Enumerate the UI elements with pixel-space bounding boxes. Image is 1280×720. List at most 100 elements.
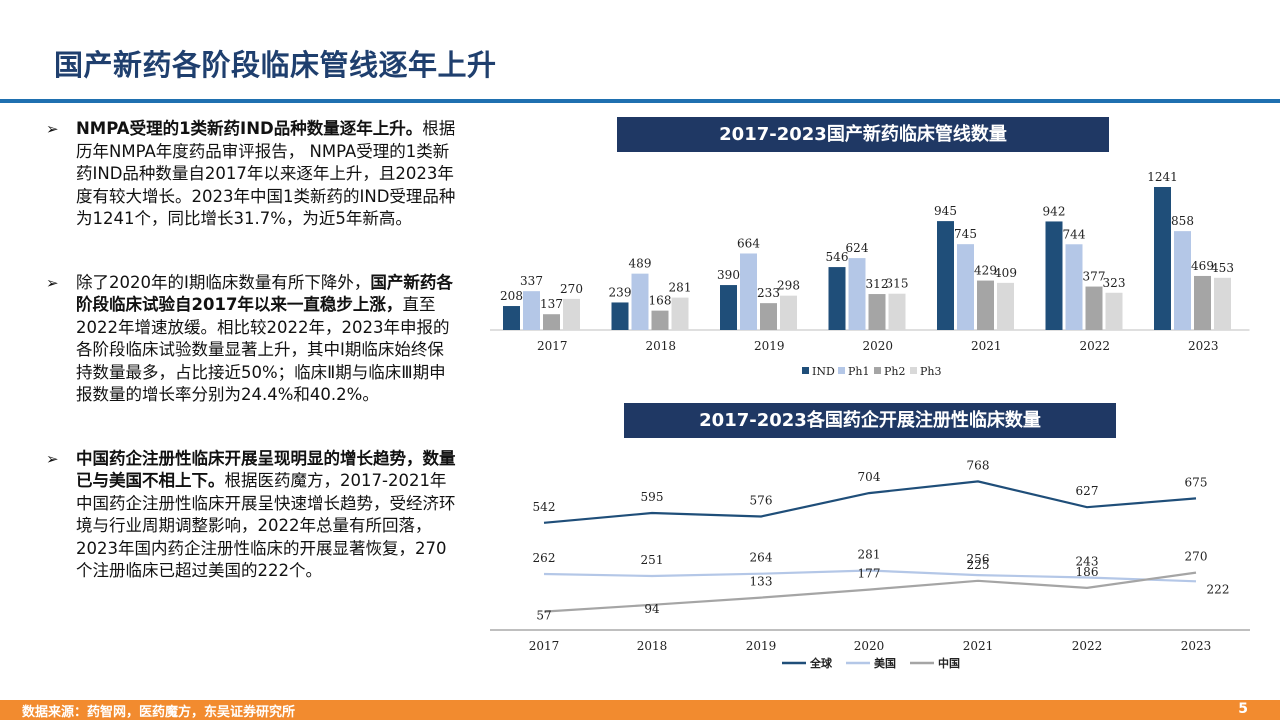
x-tick-label-2018: 2018 — [645, 339, 676, 353]
legend-label-IND: IND — [812, 365, 835, 378]
data-label-Ph3-2023: 453 — [1211, 261, 1234, 275]
bar-IND-2020 — [828, 267, 846, 330]
data-label-IND-2017: 208 — [500, 289, 523, 303]
bar-IND-2023 — [1154, 187, 1171, 330]
footer-source: 数据来源：药智网，医药魔方，东吴证券研究所 — [22, 705, 296, 720]
x-tick-label-2021: 2021 — [963, 639, 994, 653]
data-label-Ph3-2017: 270 — [560, 282, 583, 296]
bar-Ph3-2023 — [1214, 277, 1231, 330]
legend-label-Ph3: Ph3 — [920, 365, 941, 378]
data-label-Ph2-2018: 168 — [649, 294, 672, 308]
data-label-中国-2019: 133 — [750, 575, 773, 589]
data-label-Ph1-2019: 664 — [737, 236, 760, 250]
data-label-Ph2-2019: 233 — [757, 286, 780, 300]
bullet-item-3: ➢ 中国药企注册性临床开展呈现明显的增长趋势，数量已与美国不相上下。根据医药魔方… — [46, 448, 456, 583]
bar-Ph3-2021 — [997, 282, 1014, 330]
data-label-Ph1-2018: 489 — [629, 257, 652, 271]
data-label-Ph3-2018: 281 — [669, 281, 692, 295]
x-tick-label-2019: 2019 — [746, 639, 777, 653]
bar-Ph1-2022 — [1065, 244, 1083, 330]
bullet-1-text: 根据历年NMPA年度药品审评报告， NMPA受理的1类新药IND品种数量自201… — [76, 119, 456, 228]
bar-Ph2-2021 — [977, 280, 994, 330]
footer-bar: 数据来源：药智网，医药魔方，东吴证券研究所 5 — [0, 700, 1280, 720]
data-label-中国-2021: 225 — [967, 558, 990, 572]
bullet-3-text: 根据医药魔方，2017-2021年中国药企注册性临床开展呈快速增长趋势，受经济环… — [76, 471, 456, 580]
legend-label-Ph2: Ph2 — [884, 365, 905, 378]
bar-Ph1-2017 — [523, 291, 540, 330]
x-tick-label-2020: 2020 — [862, 339, 893, 353]
data-label-IND-2020: 546 — [826, 250, 849, 264]
data-label-美国-2020: 281 — [858, 548, 881, 562]
arrow-icon: ➢ — [46, 273, 59, 292]
bar-IND-2017 — [503, 306, 520, 330]
data-label-全球-2018: 595 — [641, 490, 664, 504]
data-label-Ph1-2023: 858 — [1171, 214, 1194, 228]
page-title: 国产新药各阶段临床管线逐年上升 — [54, 48, 497, 82]
x-tick-label-2023: 2023 — [1181, 639, 1212, 653]
data-label-中国-2022: 186 — [1076, 565, 1099, 579]
bullet-2-text: 除了2020年的Ⅰ期临床数量有所下降外， — [76, 272, 371, 292]
data-label-Ph2-2021: 429 — [974, 264, 997, 278]
line-series-美国 — [543, 569, 1197, 583]
x-tick-label-2018: 2018 — [637, 639, 668, 653]
data-label-Ph2-2022: 377 — [1083, 270, 1106, 284]
bar-Ph1-2019 — [740, 253, 757, 330]
legend-swatch-Ph2 — [874, 367, 881, 374]
x-tick-label-2022: 2022 — [1072, 639, 1103, 653]
bar-IND-2019 — [720, 285, 737, 330]
data-label-全球-2019: 576 — [750, 494, 773, 508]
line-series-中国 — [543, 571, 1197, 613]
title-divider — [0, 99, 1280, 103]
data-label-中国-2017: 57 — [536, 609, 551, 623]
data-label-Ph3-2020: 315 — [886, 277, 909, 291]
data-label-中国-2023: 270 — [1185, 550, 1208, 564]
bar-Ph1-2020 — [848, 258, 866, 330]
data-label-IND-2019: 390 — [717, 268, 740, 282]
data-label-Ph3-2019: 298 — [777, 279, 800, 293]
data-label-Ph3-2022: 323 — [1103, 276, 1126, 290]
bullet-list: ➢ NMPA受理的1类新药IND品种数量逐年上升。根据历年NMPA年度药品审评报… — [46, 118, 456, 624]
data-label-中国-2018: 94 — [644, 602, 660, 616]
legend-label-美国: 美国 — [874, 656, 896, 670]
legend-label-中国: 中国 — [938, 656, 960, 670]
bar-Ph2-2023 — [1194, 275, 1211, 330]
x-tick-label-2017: 2017 — [537, 339, 568, 353]
x-tick-label-2019: 2019 — [754, 339, 785, 353]
data-label-美国-2019: 264 — [750, 551, 773, 565]
legend-swatch-Ph3 — [910, 367, 917, 374]
data-label-Ph3-2021: 409 — [994, 266, 1017, 280]
bullet-1-heading: NMPA受理的1类新药IND品种数量逐年上升。 — [76, 119, 423, 138]
data-label-美国-2021: 256 — [967, 552, 990, 566]
bar-chart-title: 2017-2023国产新药临床管线数量 — [617, 117, 1109, 152]
x-tick-label-2017: 2017 — [529, 639, 560, 653]
bar-IND-2018 — [611, 302, 629, 330]
bar-IND-2021 — [937, 221, 954, 330]
data-label-Ph2-2017: 137 — [540, 297, 563, 311]
bar-IND-2022 — [1045, 221, 1063, 330]
data-label-全球-2017: 542 — [533, 500, 556, 514]
data-label-Ph1-2020: 624 — [846, 241, 869, 255]
bar-Ph3-2020 — [888, 293, 906, 330]
bar-Ph3-2017 — [563, 298, 580, 330]
data-label-全球-2022: 627 — [1076, 484, 1099, 498]
page-number: 5 — [1238, 701, 1248, 717]
data-label-美国-2018: 251 — [641, 553, 664, 567]
data-label-Ph1-2017: 337 — [520, 274, 543, 288]
bar-Ph2-2022 — [1085, 286, 1103, 330]
data-label-Ph1-2021: 745 — [954, 227, 977, 241]
x-tick-label-2020: 2020 — [854, 639, 885, 653]
data-label-美国-2022: 243 — [1076, 555, 1099, 569]
x-tick-label-2023: 2023 — [1188, 339, 1219, 353]
data-label-全球-2020: 704 — [858, 470, 881, 484]
bullet-2-emphasis: 国产新药各阶段临床试验自2017年以来一直稳步上涨， — [76, 272, 453, 315]
arrow-icon: ➢ — [46, 449, 59, 468]
arrow-icon: ➢ — [46, 120, 59, 138]
line-series-全球 — [543, 480, 1197, 524]
data-label-美国-2017: 262 — [533, 551, 556, 565]
bar-Ph1-2021 — [957, 244, 974, 330]
bar-Ph2-2018 — [651, 310, 669, 330]
data-label-中国-2020: 177 — [858, 567, 881, 581]
bar-Ph1-2023 — [1174, 231, 1191, 330]
x-tick-label-2022: 2022 — [1079, 339, 1110, 353]
